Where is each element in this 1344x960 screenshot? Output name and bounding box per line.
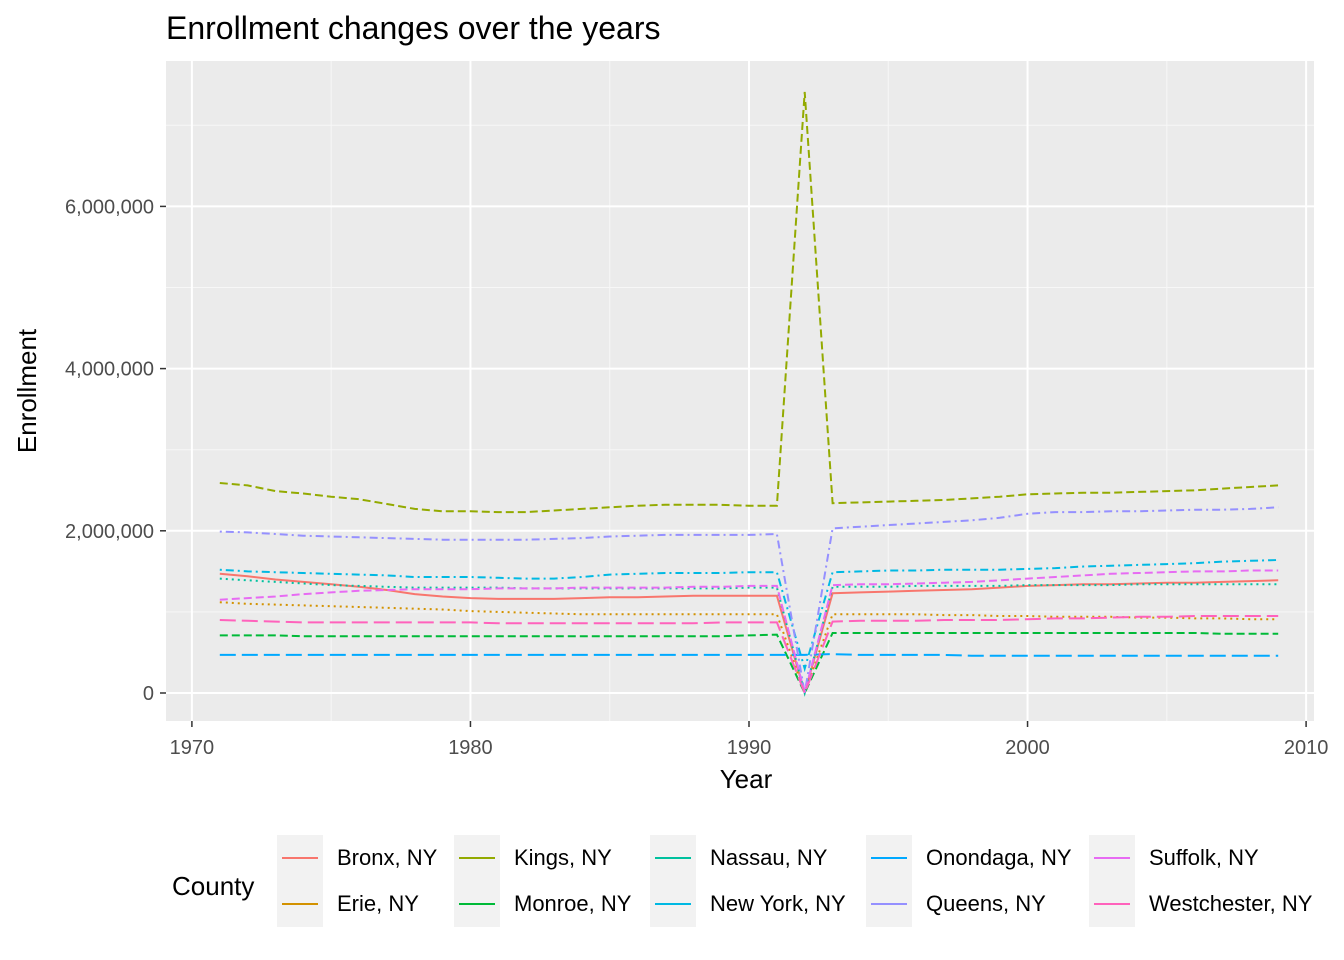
y-tick-label: 2,000,000 bbox=[65, 521, 154, 543]
legend: County Bronx, NY Erie, NY Kings, NY Monroe,… bbox=[0, 835, 1344, 935]
legend-label: Nassau, NY bbox=[710, 845, 828, 870]
legend-key bbox=[866, 835, 912, 881]
legend-key bbox=[277, 835, 323, 881]
minor-gridlines bbox=[166, 61, 1314, 721]
x-tick-label: 2000 bbox=[1005, 737, 1050, 759]
legend-key bbox=[1089, 835, 1135, 881]
series-line-nassau-ny bbox=[219, 577, 1279, 697]
x-tick-label: 2010 bbox=[1284, 737, 1329, 759]
y-axis-title: Enrollment bbox=[12, 328, 42, 453]
legend-label: Kings, NY bbox=[514, 845, 612, 870]
series-line-new-york-ny bbox=[219, 559, 1279, 673]
series-lines bbox=[219, 91, 1279, 697]
x-tick-label: 1990 bbox=[727, 737, 772, 759]
legend-title: County bbox=[172, 871, 255, 901]
y-tick-label: 6,000,000 bbox=[65, 196, 154, 218]
chart-canvas: 1970 1980 1990 2000 2010 0 2,000,000 4,000,000… bbox=[12, 61, 1329, 794]
legend-key bbox=[650, 881, 696, 927]
legend-label: Bronx, NY bbox=[337, 845, 438, 870]
legend-label: New York, NY bbox=[710, 891, 846, 916]
series-line-monroe-ny bbox=[219, 632, 1279, 696]
series-line-westchester-ny bbox=[219, 615, 1279, 696]
legend-key bbox=[1089, 881, 1135, 927]
series-line-suffolk-ny bbox=[219, 569, 1279, 697]
major-gridlines bbox=[166, 61, 1314, 721]
chart-title: Enrollment changes over the years bbox=[166, 10, 661, 46]
series-line-queens-ny bbox=[219, 506, 1279, 694]
series-line-onondaga-ny bbox=[219, 653, 1279, 657]
legend-label: Queens, NY bbox=[926, 891, 1046, 916]
legend-label: Monroe, NY bbox=[514, 891, 632, 916]
series-line-kings-ny bbox=[219, 91, 1279, 514]
x-axis-title: Year bbox=[720, 764, 773, 794]
y-tick-label: 0 bbox=[143, 683, 154, 705]
x-tick-label: 1970 bbox=[170, 737, 215, 759]
legend-key bbox=[277, 881, 323, 927]
series-line-erie-ny bbox=[219, 601, 1279, 696]
x-axis-ticks: 1970 1980 1990 2000 2010 bbox=[170, 721, 1329, 759]
legend-label: Onondaga, NY bbox=[926, 845, 1072, 870]
y-tick-label: 4,000,000 bbox=[65, 359, 154, 381]
legend-label: Erie, NY bbox=[337, 891, 419, 916]
legend-label: Westchester, NY bbox=[1149, 891, 1313, 916]
legend-key bbox=[866, 881, 912, 927]
legend-key bbox=[650, 835, 696, 881]
legend-label: Suffolk, NY bbox=[1149, 845, 1259, 870]
legend-key bbox=[454, 881, 500, 927]
legend-key bbox=[454, 835, 500, 881]
plot-panel bbox=[166, 61, 1314, 721]
y-axis-ticks: 0 2,000,000 4,000,000 6,000,000 bbox=[65, 196, 166, 705]
x-tick-label: 1980 bbox=[448, 737, 493, 759]
